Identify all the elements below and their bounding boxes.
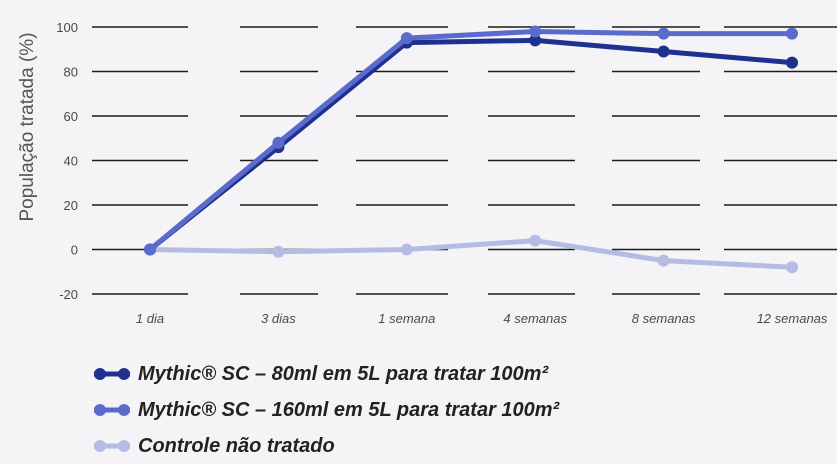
data-point-2-5 (786, 261, 798, 274)
data-point-0-5 (786, 56, 798, 69)
y-tick-label: 80 (64, 65, 78, 80)
data-point-1-2 (400, 32, 413, 45)
series-line-2 (149, 238, 793, 270)
y-tick-label: 20 (64, 198, 78, 213)
data-point-0-3 (529, 34, 542, 47)
legend-item-2: Controle não tratado (92, 428, 559, 464)
data-point-1-1 (272, 136, 285, 149)
y-tick-label: -20 (59, 287, 78, 302)
x-tick-label: 4 semanas (503, 311, 567, 326)
series-group (144, 25, 798, 274)
y-tick-label: 0 (71, 243, 78, 258)
legend-label: Mythic® SC – 80ml em 5L para tratar 100m… (138, 362, 549, 385)
x-tick-label: 12 semanas (757, 311, 828, 326)
x-tick-label: 1 semana (378, 311, 435, 326)
y-tick-label: 60 (64, 109, 78, 124)
data-point-1-5 (786, 27, 798, 40)
data-point-2-2 (400, 243, 413, 256)
x-axis-ticks: 1 dia 3 dias 1 semana 4 semanas 8 semanas 12 … (136, 311, 828, 326)
data-point-0-4 (657, 45, 670, 58)
legend-label: Controle não tratado (138, 434, 335, 457)
y-tick-label: 100 (56, 20, 78, 35)
grid-lines (92, 26, 837, 295)
legend: Mythic® SC – 80ml em 5L para tratar 100m… (92, 356, 559, 464)
x-tick-label: 3 dias (261, 311, 296, 326)
data-point-1-4 (657, 27, 670, 40)
data-point-2-1 (272, 245, 285, 258)
data-point-2-4 (657, 254, 670, 267)
data-point-1-0 (144, 243, 156, 256)
legend-item-0: Mythic® SC – 80ml em 5L para tratar 100m… (92, 356, 559, 392)
x-tick-label: 8 semanas (632, 311, 696, 326)
data-point-1-3 (529, 25, 542, 38)
legend-swatch (94, 440, 130, 452)
data-point-2-3 (529, 234, 542, 247)
x-tick-label: 1 dia (136, 311, 164, 326)
y-tick-label: 40 (64, 154, 78, 169)
y-axis-ticks: 100 80 60 40 20 0 -20 (56, 20, 78, 302)
y-axis-label: População tratada (%) (17, 32, 38, 221)
series-line-1 (148, 28, 792, 252)
legend-swatch (94, 368, 130, 380)
legend-label: Mythic® SC – 160ml em 5L para tratar 100… (138, 398, 560, 421)
legend-swatch (94, 404, 130, 416)
legend-item-1: Mythic® SC – 160ml em 5L para tratar 100… (92, 392, 559, 428)
series-line-0 (148, 37, 793, 252)
